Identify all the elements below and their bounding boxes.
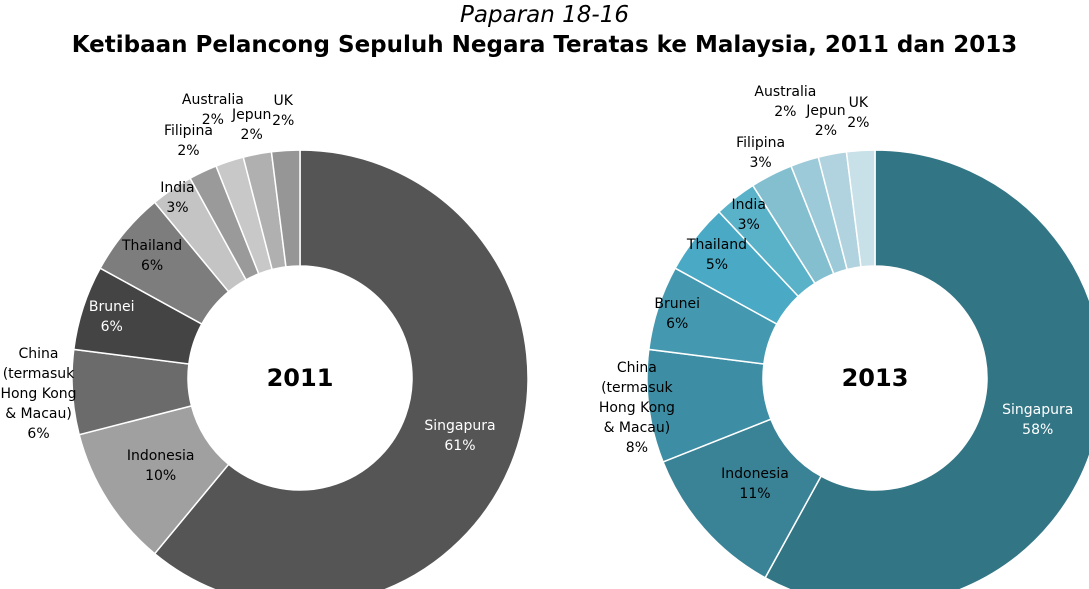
value-label: 2%: [814, 122, 837, 139]
slice-label: Australia 2%: [746, 82, 824, 122]
slice-label: Indonesia 11%: [716, 464, 794, 504]
slice-label: Singapura 58%: [999, 400, 1077, 440]
category-label: Indonesia: [126, 448, 195, 465]
value-label: 3%: [166, 199, 189, 216]
value-label: 5%: [705, 257, 729, 274]
category-label: Indonesia: [721, 465, 789, 482]
value-label: 3%: [749, 155, 772, 172]
slice-label: Indonesia 10%: [122, 446, 200, 486]
value-label: 2%: [847, 114, 870, 131]
slice-label: Thailand 5%: [678, 235, 756, 275]
category-label: Brunei: [654, 295, 700, 312]
chart-title: Ketibaan Pelancong Sepuluh Negara Terata…: [71, 32, 1018, 58]
slice-label: UK 2%: [244, 91, 322, 131]
slice-label: Brunei 6%: [73, 297, 151, 337]
slice-label: Filipina 2%: [149, 121, 227, 161]
value-label: 61%: [444, 437, 476, 454]
slice-label: China (termasuk Hong Kong & Macau) 6%: [0, 344, 78, 444]
donut-slice: [764, 149, 1089, 589]
value-label: 2%: [240, 126, 263, 143]
category-label: Filipina: [163, 122, 213, 139]
donut-slice: [845, 149, 876, 268]
category-label: India: [731, 197, 766, 214]
category-label: Brunei: [88, 298, 135, 315]
value-label: 11%: [739, 485, 771, 502]
donut-center-title: 2013: [841, 364, 909, 392]
category-label: Thailand: [686, 237, 748, 254]
slice-label: Thailand 6%: [113, 236, 191, 276]
donut-slice: [153, 149, 529, 589]
value-label: 3%: [737, 217, 760, 234]
value-label: 58%: [1022, 421, 1054, 438]
value-label: 2%: [272, 112, 295, 129]
category-label: India: [160, 179, 195, 196]
slice-label: India 3%: [138, 178, 216, 218]
slice-label: Australia 2%: [174, 90, 252, 130]
category-label: Singapura: [424, 417, 496, 434]
category-label: UK: [848, 94, 869, 111]
category-label: Jepun: [806, 102, 846, 119]
value-label: 6%: [100, 318, 123, 335]
category-label: UK: [273, 92, 293, 109]
slice-label: China (termasuk Hong Kong & Macau) 8%: [598, 358, 676, 458]
category-label: China (termasuk Hong Kong & Macau): [0, 346, 77, 423]
slice-label: Jepun 2%: [213, 105, 291, 145]
slice-label: Jepun 2%: [787, 101, 865, 141]
category-label: Thailand: [121, 237, 183, 254]
donut-center-title: 2011: [266, 364, 334, 392]
value-label: 2%: [774, 104, 797, 121]
value-label: 6%: [27, 426, 50, 443]
value-label: 10%: [145, 468, 177, 485]
category-label: Australia: [181, 91, 244, 108]
category-label: Singapura: [1002, 401, 1074, 418]
value-label: 6%: [666, 315, 689, 332]
slice-label: Singapura 61%: [421, 416, 499, 456]
value-label: 8%: [625, 440, 648, 457]
slice-label: India 3%: [710, 195, 788, 235]
category-label: Jepun: [231, 106, 272, 123]
category-label: Filipina: [736, 135, 786, 152]
figure-label: Paparan 18-16: [460, 2, 629, 28]
slice-label: Filipina 3%: [722, 133, 800, 173]
value-label: 6%: [140, 257, 164, 274]
value-label: 2%: [201, 111, 224, 128]
slice-label: UK 2%: [819, 93, 897, 133]
donut-slice: [270, 149, 301, 268]
category-label: China (termasuk Hong Kong & Macau): [598, 360, 675, 437]
value-label: 2%: [177, 142, 200, 159]
category-label: Australia: [754, 84, 817, 101]
slice-label: Brunei 6%: [638, 294, 716, 334]
